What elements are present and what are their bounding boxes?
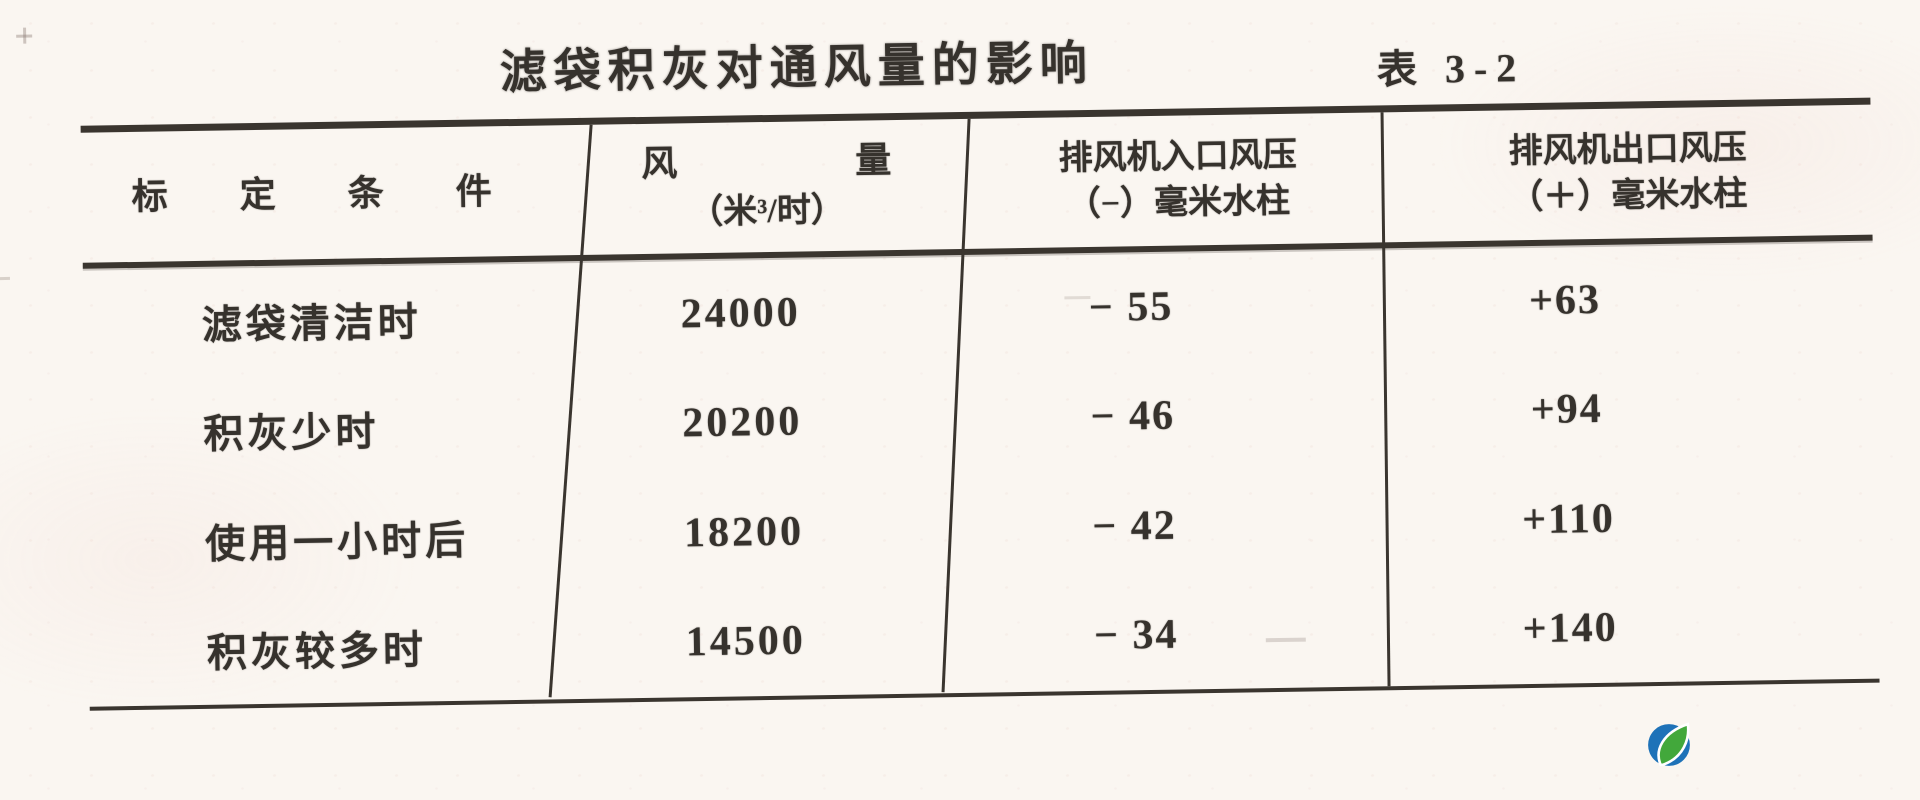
data-table: 标定条件 风 量 （米³/时） 排风机入口风压 （−）毫米水柱 排风机出口风压 …: [80, 97, 1880, 711]
cell-condition: 积灰较多时: [206, 627, 428, 677]
cell-outlet-pressure: +110: [1521, 495, 1616, 543]
header-inlet-pressure: 排风机入口风压 （−）毫米水柱: [971, 112, 1386, 248]
header-air-volume: 风 量 （米³/时）: [593, 119, 973, 255]
cell-air-volume: 18200: [683, 508, 805, 557]
cell-inlet-pressure: − 42: [1091, 502, 1178, 550]
header-air-volume-unit: （米³/时）: [688, 191, 846, 232]
cell-outlet-pressure: +63: [1528, 276, 1602, 324]
header-inlet-pressure-line1: 排风机入口风压: [1058, 136, 1297, 178]
scan-artifact-mark: [23, 27, 27, 44]
scan-artifact-dash: [1064, 295, 1091, 300]
cell-inlet-pressure: − 46: [1090, 392, 1176, 441]
cell-inlet-pressure: − 34: [1093, 611, 1179, 660]
logo-leaf: [1657, 722, 1690, 767]
header-air-volume-char-right: 量: [854, 140, 892, 181]
header-outlet-pressure-line1: 排风机出口风压: [1508, 129, 1747, 171]
header-air-volume-char-left: 风: [640, 143, 678, 184]
header-inlet-pressure-line2: （−）毫米水柱: [1066, 182, 1291, 224]
cell-condition: 使用一小时后: [204, 517, 470, 567]
cell-air-volume: 14500: [685, 617, 807, 666]
header-outlet-pressure: 排风机出口风压 （＋）毫米水柱: [1384, 105, 1873, 243]
header-outlet-pressure-line2: （＋）毫米水柱: [1509, 175, 1748, 217]
document-title: 滤袋积灰对通风量的影响: [499, 37, 1095, 100]
cell-air-volume: 24000: [680, 289, 801, 338]
scan-artifact-dash: [1265, 637, 1306, 643]
cell-inlet-pressure: − 55: [1088, 283, 1174, 331]
watermark-logo: [1648, 722, 1690, 767]
header-condition: 标定条件: [81, 125, 595, 263]
cell-condition: 积灰少时: [203, 409, 380, 458]
cell-outlet-pressure: +140: [1522, 604, 1618, 653]
cell-condition: 滤袋清洁时: [201, 299, 423, 348]
header-air-volume-title: 风 量: [641, 137, 892, 187]
scan-artifact-mark: [0, 276, 10, 281]
table-number-label: 表 3-2: [1376, 45, 1526, 93]
cell-outlet-pressure: +94: [1530, 386, 1604, 434]
header-condition-text: 标定条件: [131, 170, 564, 217]
cell-air-volume: 20200: [681, 398, 803, 447]
